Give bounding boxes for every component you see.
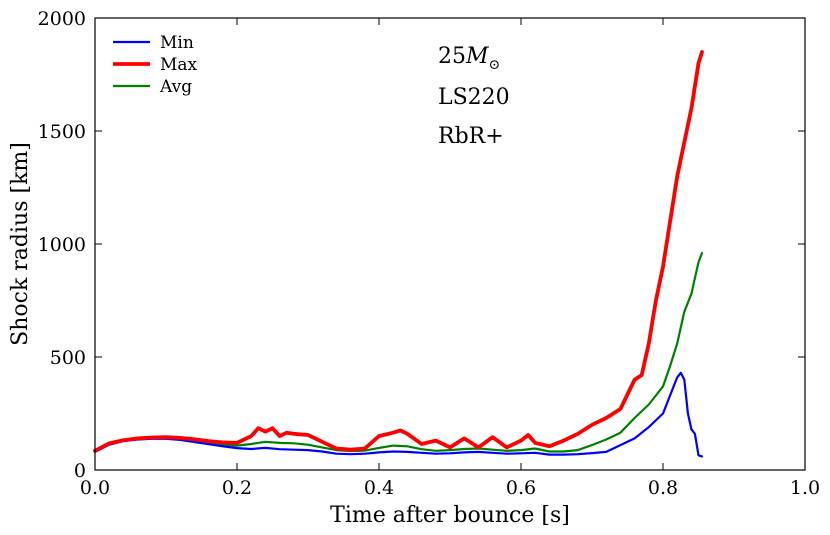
series-line-max — [93, 50, 704, 453]
y-axis-label: Shock radius [km] — [8, 142, 33, 346]
ticks-layer: 0.0 0.2 0.4 0.6 0.8 1.0 0 500 1000 1500 2000 — [38, 8, 820, 499]
y-tick-label: 1500 — [38, 121, 86, 143]
annotation-model: RbR+ — [438, 124, 504, 149]
x-tick-label: 0.4 — [364, 477, 394, 499]
x-tick-label: 0.0 — [80, 477, 110, 499]
series-line-min — [93, 371, 704, 458]
x-tick-label: 0.6 — [506, 477, 536, 499]
annotation-eos: LS220 — [438, 85, 510, 110]
annotation-mass-number: 25 — [438, 44, 466, 69]
x-axis-label: Time after bounce [s] — [330, 503, 570, 528]
annotation-mass: 25M⊙ — [438, 44, 500, 73]
annotation-mass-symbol: M — [465, 44, 489, 69]
y-tick-label: 1000 — [38, 234, 86, 256]
y-tick-label: 2000 — [38, 8, 86, 30]
annotation-mass-subscript: ⊙ — [489, 57, 501, 73]
series-layer — [93, 50, 704, 458]
y-tick-label: 0 — [74, 460, 86, 482]
legend-label-min: Min — [160, 33, 194, 53]
x-tick-label: 1.0 — [790, 477, 820, 499]
x-tick-label: 0.2 — [222, 477, 252, 499]
y-tick-label: 500 — [50, 347, 86, 369]
legend-label-avg: Avg — [159, 77, 192, 97]
x-tick-label: 0.8 — [648, 477, 678, 499]
legend-label-max: Max — [160, 55, 198, 75]
